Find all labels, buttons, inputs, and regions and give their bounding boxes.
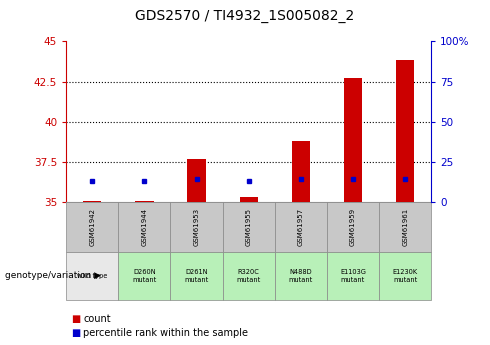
Text: GSM61944: GSM61944	[142, 208, 147, 246]
Bar	[187, 159, 206, 202]
Bar	[275, 252, 327, 300]
Text: N488D
mutant: N488D mutant	[289, 269, 313, 283]
Bar	[66, 252, 118, 300]
Text: E1103G
mutant: E1103G mutant	[340, 269, 366, 283]
Text: genotype/variation ▶: genotype/variation ▶	[5, 272, 101, 280]
Text: GSM61953: GSM61953	[194, 208, 199, 246]
Bar	[379, 202, 431, 252]
Bar	[222, 252, 275, 300]
Bar	[171, 252, 222, 300]
Text: E1230K
mutant: E1230K mutant	[392, 269, 417, 283]
Bar	[240, 197, 258, 202]
Text: GSM61961: GSM61961	[402, 208, 408, 246]
Bar	[275, 202, 327, 252]
Text: ■: ■	[71, 314, 80, 324]
Text: GSM61959: GSM61959	[350, 208, 356, 246]
Text: D260N
mutant: D260N mutant	[132, 269, 156, 283]
Text: wild type: wild type	[77, 273, 107, 279]
Bar	[83, 201, 101, 202]
Text: GSM61957: GSM61957	[298, 208, 304, 246]
Text: GSM61942: GSM61942	[89, 208, 95, 246]
Text: ■: ■	[71, 328, 80, 338]
Text: percentile rank within the sample: percentile rank within the sample	[83, 328, 248, 338]
Bar	[118, 252, 171, 300]
Bar	[344, 78, 362, 202]
Text: count: count	[83, 314, 111, 324]
Text: GSM61955: GSM61955	[245, 208, 252, 246]
Bar	[292, 141, 310, 202]
Bar	[327, 252, 379, 300]
Text: R320C
mutant: R320C mutant	[237, 269, 261, 283]
Bar	[222, 202, 275, 252]
Text: D261N
mutant: D261N mutant	[184, 269, 209, 283]
Bar	[396, 60, 414, 202]
Bar	[135, 201, 153, 202]
Bar	[171, 202, 222, 252]
Bar	[66, 202, 118, 252]
Text: GDS2570 / TI4932_1S005082_2: GDS2570 / TI4932_1S005082_2	[135, 9, 355, 22]
Bar	[327, 202, 379, 252]
Bar	[118, 202, 171, 252]
Bar	[379, 252, 431, 300]
